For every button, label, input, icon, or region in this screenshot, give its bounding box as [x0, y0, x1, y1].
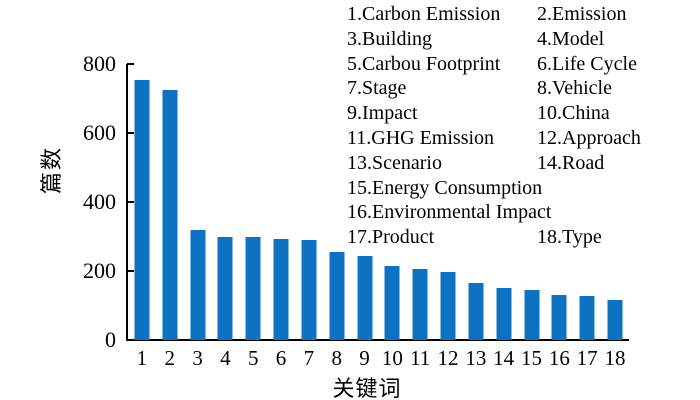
chart-legend: 1.Carbon Emission 2.Emission 3.Building 4.M… — [347, 2, 657, 250]
bar-1 — [134, 79, 150, 340]
y-tick-label: 600 — [83, 120, 116, 145]
legend-entry: 10.China — [537, 102, 610, 125]
legend-entry: 8.Vehicle — [537, 77, 612, 100]
x-tick-label-2: 2 — [164, 346, 175, 370]
bar-slot-16 — [545, 64, 573, 340]
x-tick-label-6: 6 — [275, 346, 287, 370]
legend-entry: 17.Product — [347, 226, 435, 249]
x-tick-label-3: 3 — [192, 346, 203, 370]
legend-entry: 6.Life Cycle — [537, 52, 637, 75]
bar-13 — [468, 282, 484, 340]
bar-slot-8 — [323, 64, 351, 340]
legend-entry: 13.Scenario — [347, 151, 442, 174]
legend-entry: 2.Emission — [537, 3, 627, 25]
bar-6 — [273, 238, 289, 340]
bar-5 — [245, 237, 261, 340]
legend-entry: 18.Type — [537, 226, 602, 249]
bar-slot-3 — [184, 64, 212, 340]
y-tick-mark — [127, 63, 134, 65]
bar-slot-1 — [128, 64, 156, 340]
bar-15 — [524, 289, 539, 340]
bar-slot-6 — [267, 64, 295, 340]
bar-17 — [579, 296, 595, 340]
x-axis-tick-labels: 1 2 3 4 5 6 7 8 9 10 11 12 13 14 15 16 17 18 — [128, 347, 629, 369]
legend-row: 16.Environmental Impact — [347, 200, 657, 225]
y-tick-label: 800 — [83, 51, 116, 76]
legend-row: 11.GHG Emission 12.Approach — [347, 126, 657, 151]
y-tick-mark — [127, 201, 134, 203]
legend-entry: 3.Building — [347, 27, 433, 50]
bar-slot-12 — [434, 64, 462, 340]
x-tick-label-5: 5 — [247, 346, 259, 370]
x-tick-label-15: 15 — [521, 346, 542, 370]
x-tick-label-11: 11 — [410, 346, 431, 370]
x-tick-label-9: 9 — [359, 346, 370, 370]
y-tick-mark — [127, 270, 134, 272]
legend-entry: 1.Carbon Emission — [347, 3, 501, 25]
legend-entry: 16.Environmental Impact — [347, 201, 552, 224]
bar-8 — [329, 252, 345, 340]
bar-slot-11 — [406, 64, 434, 340]
bar-slot-4 — [211, 64, 239, 340]
bar-slot-5 — [239, 64, 267, 340]
legend-row: 1.Carbon Emission 2.Emission — [347, 2, 657, 27]
y-tick-label: 400 — [83, 189, 116, 214]
bar-slot-9 — [351, 64, 379, 340]
bar-slot-2 — [156, 64, 184, 340]
legend-row: 13.Scenario 14.Road — [347, 151, 657, 176]
x-tick-label-1: 1 — [136, 346, 148, 370]
y-tick-mark — [127, 132, 134, 134]
bar-series — [128, 64, 629, 340]
legend-entry: 4.Model — [537, 27, 605, 50]
y-tick-label: 200 — [83, 258, 116, 283]
legend-row: 15.Energy Consumption — [347, 176, 657, 201]
bar-18 — [607, 299, 623, 340]
x-tick-label-12: 12 — [437, 346, 459, 370]
bar-3 — [190, 230, 206, 340]
bar-16 — [551, 294, 567, 340]
x-tick-label-14: 14 — [493, 346, 515, 370]
bar-4 — [217, 236, 233, 340]
y-tick-label: 0 — [105, 327, 116, 352]
legend-row: 17.Product 18.Type — [347, 225, 657, 250]
legend-entry: 11.GHG Emission — [347, 126, 495, 149]
bar-9 — [357, 256, 373, 340]
x-tick-label-17: 17 — [576, 346, 598, 370]
bar-slot-14 — [490, 64, 518, 340]
y-axis-title: 篇数 — [39, 145, 64, 195]
legend-entry: 7.Stage — [347, 77, 407, 100]
legend-row: 5.Carbou Footprint 6.Life Cycle — [347, 52, 657, 77]
bar-slot-15 — [518, 64, 546, 340]
bar-slot-13 — [462, 64, 490, 340]
bar-14 — [496, 287, 512, 340]
legend-row: 3.Building 4.Model — [347, 27, 657, 52]
x-tick-label-8: 8 — [331, 346, 342, 370]
x-tick-label-4: 4 — [220, 346, 231, 370]
bar-12 — [440, 272, 456, 340]
legend-entry: 14.Road — [537, 151, 605, 174]
legend-row: 7.Stage 8.Vehicle — [347, 76, 657, 101]
bar-2 — [162, 89, 178, 340]
x-axis-spine — [126, 339, 629, 341]
x-tick-label-16: 16 — [548, 346, 570, 370]
x-tick-label-10: 10 — [381, 346, 403, 370]
bar-slot-7 — [295, 64, 323, 340]
x-axis-title: 关键词 — [332, 376, 402, 400]
bar-7 — [301, 240, 317, 340]
x-tick-label-7: 7 — [303, 346, 315, 370]
bar-slot-17 — [573, 64, 601, 340]
legend-entry: 15.Energy Consumption — [347, 176, 543, 199]
x-tick-label-18: 18 — [604, 346, 626, 370]
x-tick-label-13: 13 — [465, 346, 487, 370]
bar-slot-10 — [378, 64, 406, 340]
bar-11 — [412, 268, 428, 340]
legend-entry: 5.Carbou Footprint — [347, 52, 501, 75]
bar-slot-18 — [601, 64, 629, 340]
legend-entry: 12.Approach — [537, 126, 641, 149]
bar-10 — [384, 266, 400, 340]
legend-entry: 9.Impact — [347, 102, 418, 125]
legend-row: 9.Impact 10.China — [347, 101, 657, 126]
